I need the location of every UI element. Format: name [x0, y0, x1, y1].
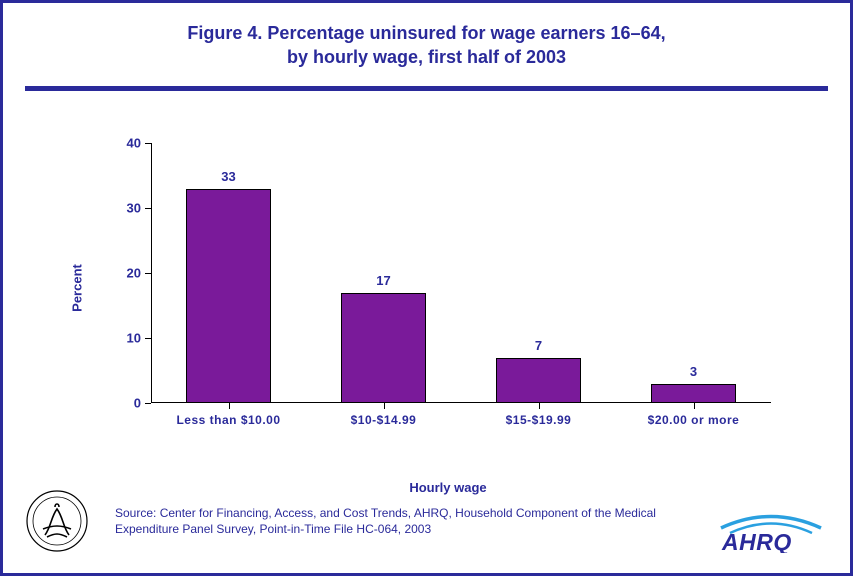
source-caption: Source: Center for Financing, Access, an… [115, 505, 680, 537]
source-line-2: Expenditure Panel Survey, Point-in-Time … [115, 521, 680, 537]
y-axis [151, 143, 152, 403]
ahrq-text: AHRQ [721, 529, 792, 553]
hhs-seal-icon [25, 489, 89, 553]
category-label: Less than $10.00 [176, 403, 280, 427]
bar-value-label: 17 [376, 273, 390, 294]
bar-value-label: 33 [221, 169, 235, 190]
x-axis-label: Hourly wage [103, 480, 793, 495]
category-label: $15-$19.99 [506, 403, 572, 427]
y-tick-label: 40 [127, 136, 151, 151]
y-axis-label: Percent [69, 264, 84, 312]
y-tick-label: 10 [127, 331, 151, 346]
source-line-1: Source: Center for Financing, Access, an… [115, 505, 680, 521]
figure-title: Figure 4. Percentage uninsured for wage … [3, 3, 850, 82]
bar-value-label: 7 [535, 338, 542, 359]
ahrq-logo-icon: AHRQ [716, 511, 826, 553]
figure-frame: Figure 4. Percentage uninsured for wage … [0, 0, 853, 576]
bar-chart: Percent Hourly wage 01020304033Less than… [103, 133, 793, 443]
title-line-2: by hourly wage, first half of 2003 [43, 45, 810, 69]
category-label: $20.00 or more [648, 403, 740, 427]
y-tick-label: 20 [127, 266, 151, 281]
bar: 33 [186, 189, 271, 404]
title-line-1: Figure 4. Percentage uninsured for wage … [43, 21, 810, 45]
bar-value-label: 3 [690, 364, 697, 385]
bar: 17 [341, 293, 426, 404]
bar: 3 [651, 384, 736, 404]
title-rule [25, 86, 828, 91]
y-tick-label: 30 [127, 201, 151, 216]
y-tick-label: 0 [134, 396, 151, 411]
category-label: $10-$14.99 [351, 403, 417, 427]
bar: 7 [496, 358, 581, 404]
plot-area: 01020304033Less than $10.0017$10-$14.997… [151, 143, 771, 403]
